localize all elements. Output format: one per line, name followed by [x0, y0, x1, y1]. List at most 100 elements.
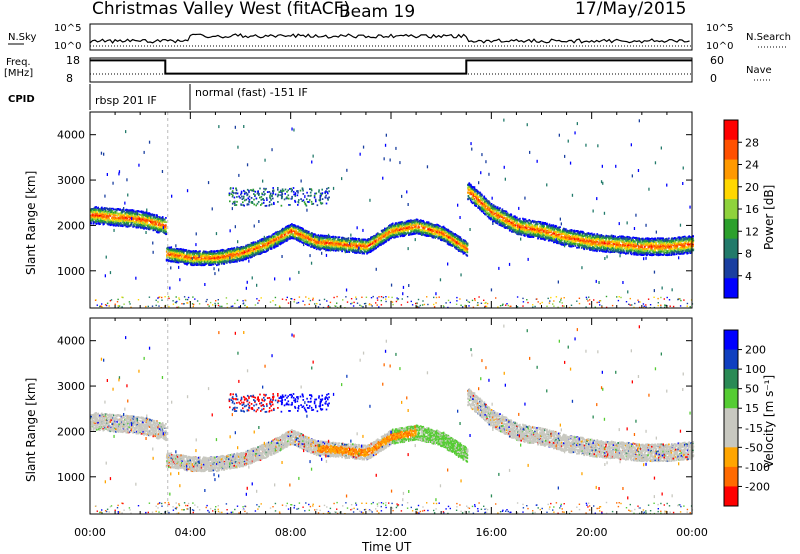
power-cell [427, 231, 430, 234]
power-cell [102, 223, 105, 226]
power-cell [155, 223, 158, 225]
power-cell [305, 237, 308, 240]
power-cell [265, 245, 268, 248]
power-cell [347, 250, 349, 253]
power-cell [140, 220, 142, 223]
power-cell [120, 210, 123, 212]
power-cell [171, 248, 173, 250]
power-cell [145, 219, 148, 221]
power-cell [347, 247, 350, 250]
power-cell [282, 236, 284, 239]
power-cell [91, 208, 93, 210]
power-cell [171, 258, 174, 261]
power-cell [96, 211, 98, 213]
power-cell [119, 220, 122, 222]
power-cell [400, 222, 403, 225]
power-cell [371, 242, 374, 245]
power-cell [325, 243, 327, 246]
power-cell [282, 241, 284, 244]
power-cell [236, 260, 238, 263]
power-cell [382, 230, 384, 233]
power-cell [435, 229, 438, 231]
power-cell [409, 232, 411, 234]
power-cell [430, 233, 433, 236]
power-cell [226, 250, 228, 253]
power-cell [151, 218, 154, 221]
power-cell [383, 229, 385, 232]
power-cell [276, 232, 279, 235]
power-cell [165, 217, 167, 219]
nsearch-tick-bottom: 10^0 [706, 41, 733, 52]
power-cell [257, 240, 259, 243]
power-cell [319, 242, 321, 245]
power-cell [113, 224, 115, 227]
power-cell [319, 243, 321, 246]
power-cell [201, 263, 203, 265]
power-cell [302, 234, 304, 236]
power-cell [101, 210, 103, 213]
power-cell [228, 256, 230, 259]
power-cell [160, 224, 162, 227]
power-cell [157, 230, 159, 233]
power-cell [355, 250, 358, 253]
power-cell [246, 252, 248, 255]
power-cell [426, 234, 429, 236]
power-cell [433, 236, 435, 238]
power-cell [149, 218, 152, 220]
power-cell [336, 247, 338, 250]
power-cell [121, 223, 123, 226]
power-cell [263, 238, 265, 241]
power-cell [381, 230, 383, 233]
power-cell [238, 260, 241, 262]
power-cell [402, 229, 405, 231]
power-cell [294, 238, 296, 240]
power-cell [269, 236, 271, 238]
power-cell [380, 233, 382, 235]
power-cell [200, 260, 203, 263]
power-cell [429, 228, 432, 231]
power-cell [277, 233, 280, 236]
cpid-segment-normal: normal (fast) -151 IF [195, 86, 308, 99]
power-cell [422, 231, 425, 234]
power-cell [410, 220, 413, 223]
power-cell [279, 237, 281, 240]
nave-tick-top: 60 [710, 54, 724, 67]
power-cell [431, 225, 433, 228]
power-cell [278, 231, 281, 234]
power-cell [104, 219, 107, 221]
power-cell [306, 235, 309, 238]
power-cell [231, 256, 234, 258]
power-cell [298, 237, 300, 240]
power-cell [373, 247, 376, 250]
power-cell [205, 256, 207, 259]
power-cell [437, 234, 439, 237]
power-cell [395, 227, 397, 229]
power-cell [279, 234, 281, 236]
power-cell [303, 240, 306, 243]
power-cell [408, 234, 410, 236]
power-cell [128, 215, 131, 217]
power-cell [241, 246, 244, 249]
power-cell [277, 243, 279, 246]
power-cell [182, 261, 185, 263]
power-cell [404, 234, 407, 236]
power-cell [182, 250, 185, 253]
power-cell [252, 254, 255, 256]
power-cell [406, 227, 408, 230]
power-cell [228, 248, 231, 251]
power-cell [303, 242, 306, 244]
power-cell [277, 242, 280, 245]
power-cell [147, 214, 149, 217]
power-cell [383, 239, 386, 242]
power-cell [401, 225, 403, 227]
power-cell [210, 264, 213, 266]
power-cell [287, 230, 290, 233]
power-cell [202, 263, 204, 265]
power-cell [230, 261, 232, 264]
power-cell [398, 223, 401, 225]
power-cell [410, 226, 413, 229]
power-cell [148, 226, 150, 229]
power-cell [204, 260, 206, 263]
power-cell [163, 220, 165, 223]
